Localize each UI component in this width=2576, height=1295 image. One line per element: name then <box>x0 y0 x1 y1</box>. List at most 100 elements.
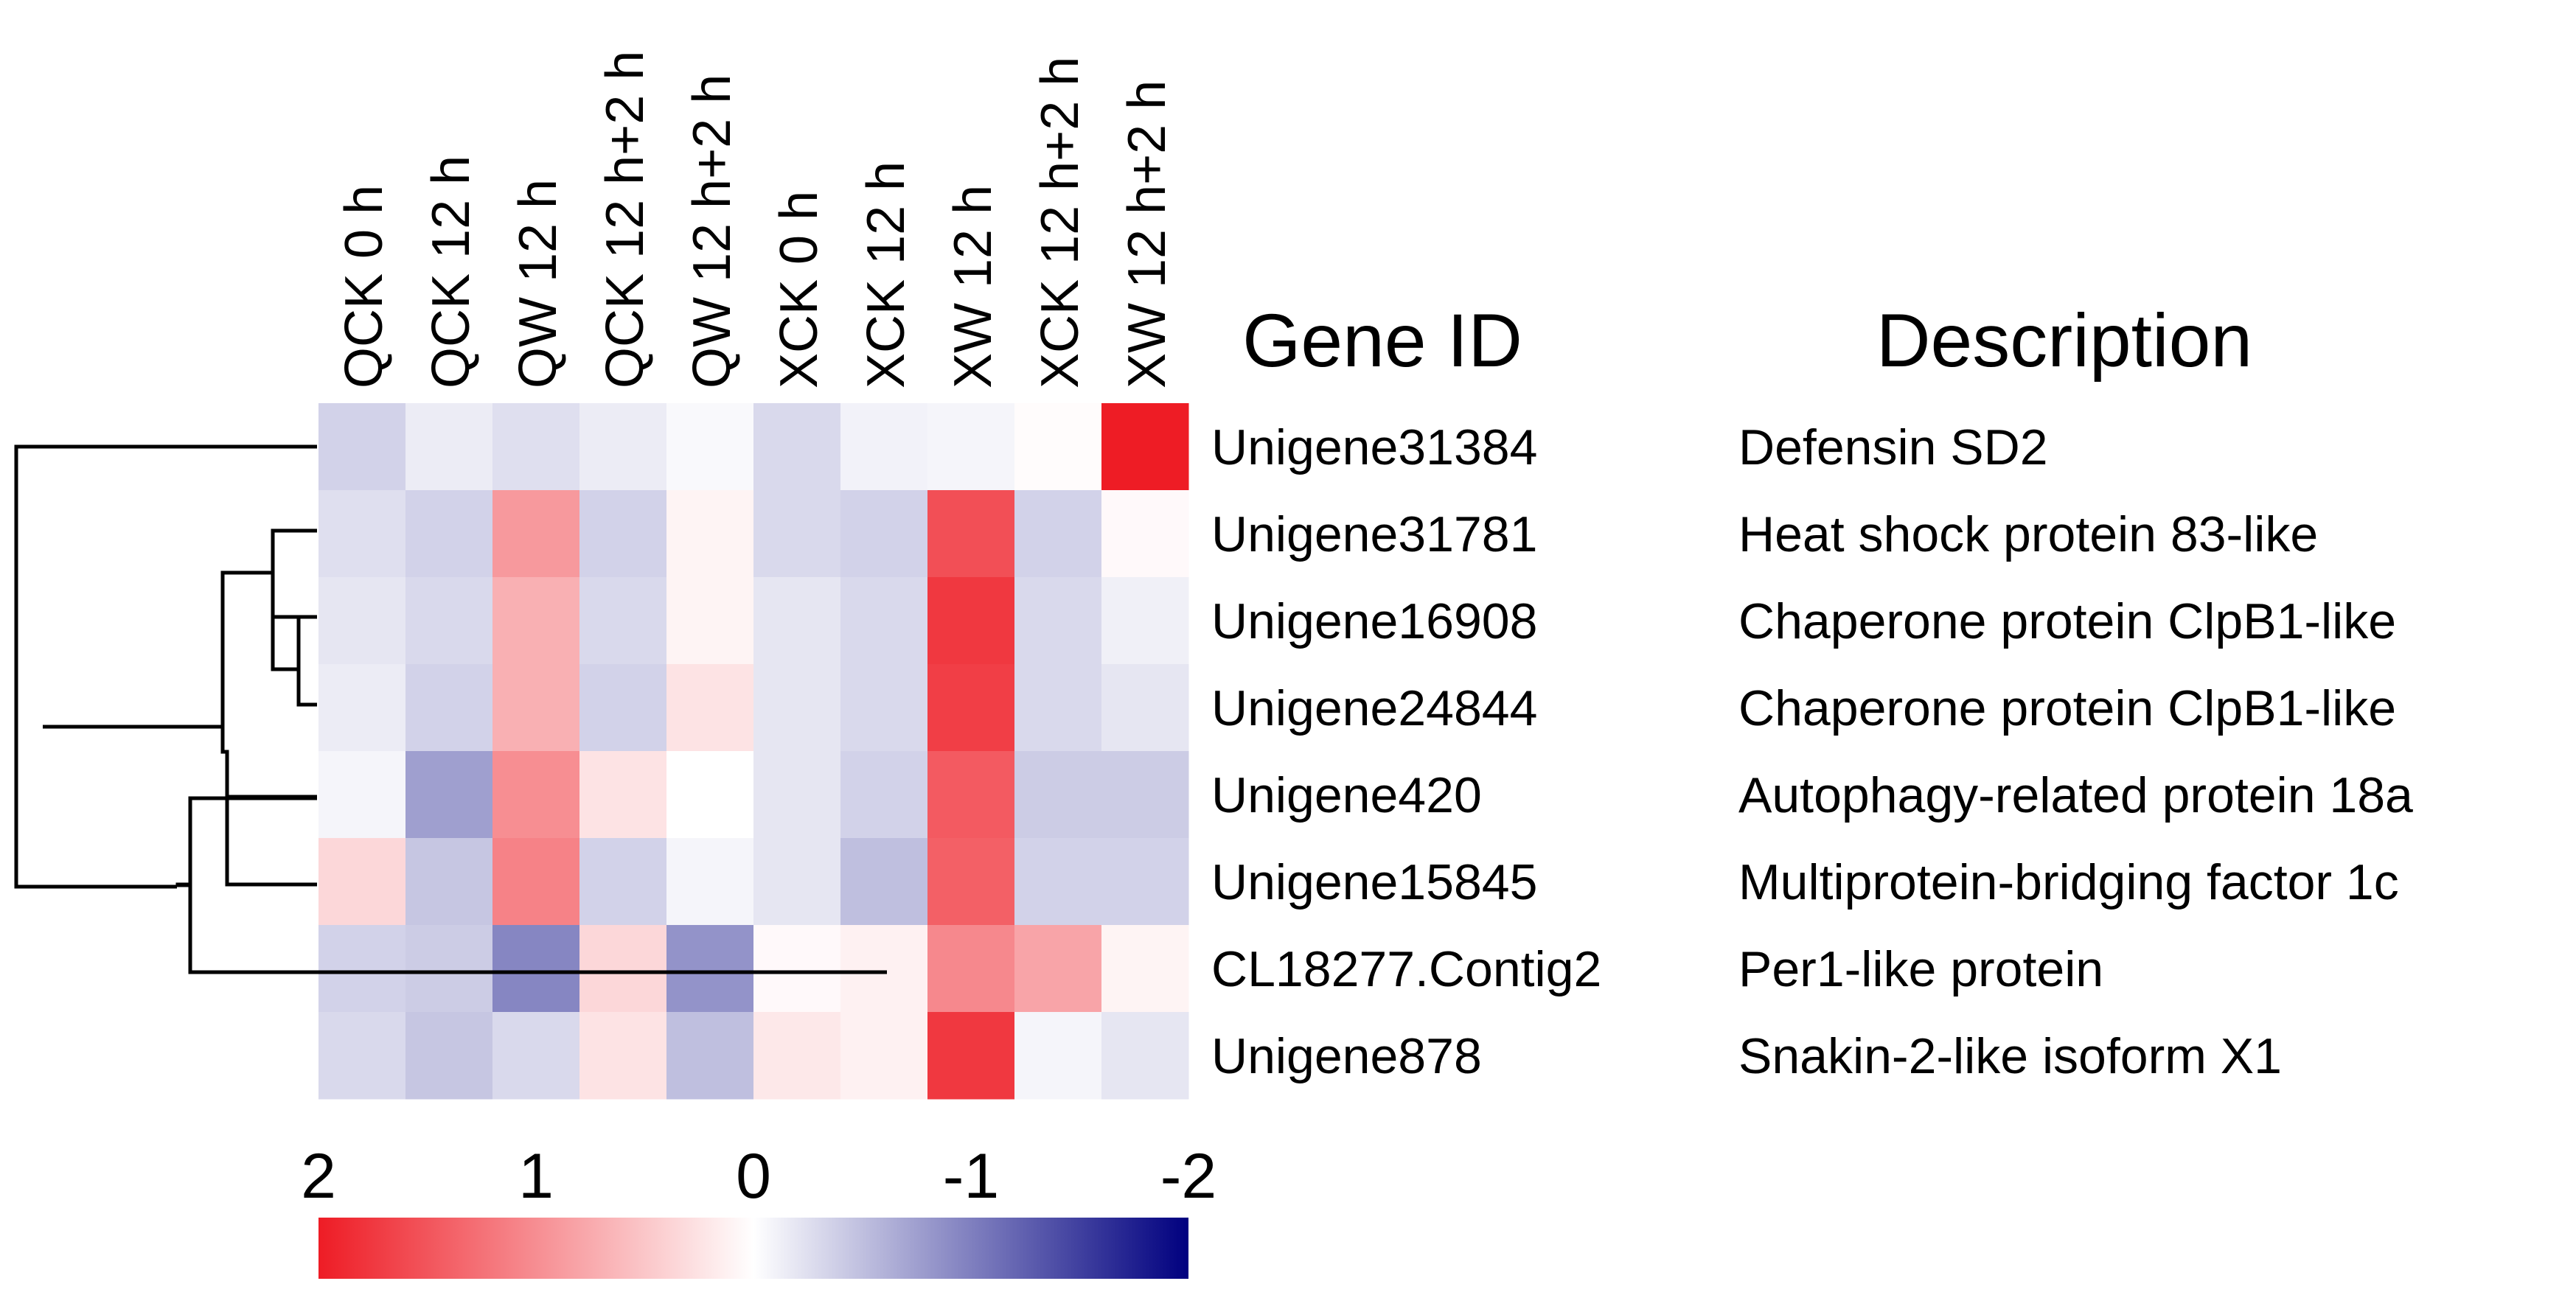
dendrogram-branch <box>14 444 317 889</box>
heatmap-cell <box>753 490 841 578</box>
description-header: Description <box>1876 299 2252 383</box>
heatmap-cell <box>927 403 1015 491</box>
heatmap-cell <box>840 1012 928 1100</box>
gene-id-header: Gene ID <box>1242 299 1522 383</box>
gene-id-label: Unigene31781 <box>1211 506 1537 562</box>
heatmap-cell <box>579 577 667 665</box>
heatmap-cell <box>579 751 667 839</box>
heatmap-cell <box>405 403 493 491</box>
heatmap-cell <box>492 490 580 578</box>
heatmap-cell <box>1101 925 1189 1013</box>
heatmap-cell <box>405 751 493 839</box>
gene-id-label: Unigene878 <box>1211 1028 1482 1084</box>
heatmap-cell <box>927 925 1015 1013</box>
gene-id-label: Unigene420 <box>1211 767 1482 823</box>
heatmap-cell <box>840 838 928 926</box>
description-label: Per1-like protein <box>1738 941 2103 997</box>
column-label: XCK 12 h <box>857 161 916 388</box>
heatmap-cell <box>753 664 841 752</box>
column-label: QCK 0 h <box>335 185 394 388</box>
column-label: QW 12 h <box>509 179 568 388</box>
heatmap-cell <box>318 403 406 491</box>
heatmap-cell <box>492 577 580 665</box>
gene-id-label: Unigene15845 <box>1211 854 1537 910</box>
heatmap-cell <box>927 664 1015 752</box>
column-label: QW 12 h+2 h <box>683 74 742 388</box>
heatmap-cell <box>405 1012 493 1100</box>
heatmap-cell <box>405 490 493 578</box>
heatmap-cell <box>492 925 580 1013</box>
gene-id-label: Unigene31384 <box>1211 419 1537 475</box>
heatmap-cell <box>927 751 1015 839</box>
heatmap-cell <box>666 925 754 1013</box>
heatmap-cell <box>579 838 667 926</box>
heatmap-cell <box>1101 838 1189 926</box>
heatmap-cell <box>753 577 841 665</box>
heatmap-cell <box>1014 751 1102 839</box>
heatmap-cell <box>1101 403 1189 491</box>
heatmap-cell <box>1014 1012 1102 1100</box>
column-label: XCK 12 h+2 h <box>1031 57 1090 388</box>
heatmap-cell <box>318 577 406 665</box>
column-label: XW 12 h+2 h <box>1118 80 1177 388</box>
description-label: Snakin-2-like isoform X1 <box>1738 1028 2282 1084</box>
description-label: Autophagy-related protein 18a <box>1738 767 2413 823</box>
heatmap-cell <box>579 403 667 491</box>
heatmap-cell <box>405 925 493 1013</box>
heatmap-cell <box>1101 664 1189 752</box>
color-scale-tick: 1 <box>518 1141 554 1212</box>
heatmap-cell <box>318 925 406 1013</box>
heatmap-cell <box>405 664 493 752</box>
description-label: Multiprotein-bridging factor 1c <box>1738 854 2399 910</box>
heatmap-cell <box>579 664 667 752</box>
description-labels: Defensin SD2 Heat shock protein 83-like Ch… <box>1738 419 2413 1084</box>
heatmap-cell <box>492 1012 580 1100</box>
heatmap-cell <box>753 403 841 491</box>
row-dendrogram <box>14 444 887 974</box>
heatmap-cell <box>753 1012 841 1100</box>
heatmap-cell <box>318 664 406 752</box>
heatmap-cell <box>840 751 928 839</box>
dendrogram-branch <box>175 796 887 974</box>
heatmap-cell <box>1014 925 1102 1013</box>
column-label: QCK 12 h+2 h <box>596 51 655 388</box>
heatmap-cell <box>492 838 580 926</box>
heatmap-cell <box>318 490 406 578</box>
heatmap-cell <box>666 751 754 839</box>
heatmap-cell <box>1014 664 1102 752</box>
heatmap-cell <box>1101 1012 1189 1100</box>
heatmap-cell <box>666 490 754 578</box>
description-label: Defensin SD2 <box>1738 419 2048 475</box>
heatmap-cell <box>318 751 406 839</box>
heatmap-cell <box>492 751 580 839</box>
heatmap-cell <box>318 1012 406 1100</box>
heatmap-cell <box>927 577 1015 665</box>
heatmap-cell <box>1014 403 1102 491</box>
heatmap-cell <box>666 838 754 926</box>
column-label: XCK 0 h <box>770 191 829 388</box>
dendrogram-branch <box>43 528 317 729</box>
heatmap-cell <box>1014 490 1102 578</box>
color-scale-bar <box>318 1218 1188 1279</box>
color-scale-tick: -2 <box>1160 1141 1216 1212</box>
heatmap-cell <box>927 490 1015 578</box>
column-labels: QCK 0 h QCK 12 h QW 12 h QCK 12 h+2 h QW 12 … <box>335 51 1177 388</box>
heatmap-cell <box>666 664 754 752</box>
heatmap-cell <box>1101 490 1189 578</box>
heatmap-cell <box>405 838 493 926</box>
description-label: Heat shock protein 83-like <box>1738 506 2318 562</box>
heatmap-cell <box>753 838 841 926</box>
heatmap-cell <box>840 490 928 578</box>
heatmap-cell <box>579 925 667 1013</box>
heatmap-cell <box>1014 838 1102 926</box>
heatmap-cell <box>927 1012 1015 1100</box>
heatmap-cell <box>666 1012 754 1100</box>
heatmap-cell <box>927 838 1015 926</box>
heatmap-cells <box>318 403 1189 1100</box>
heatmap-cell <box>1101 577 1189 665</box>
heatmap-cell <box>840 577 928 665</box>
gene-id-label: Unigene16908 <box>1211 593 1537 649</box>
heatmap-cell <box>1101 751 1189 839</box>
color-scale-tick: -1 <box>943 1141 999 1212</box>
